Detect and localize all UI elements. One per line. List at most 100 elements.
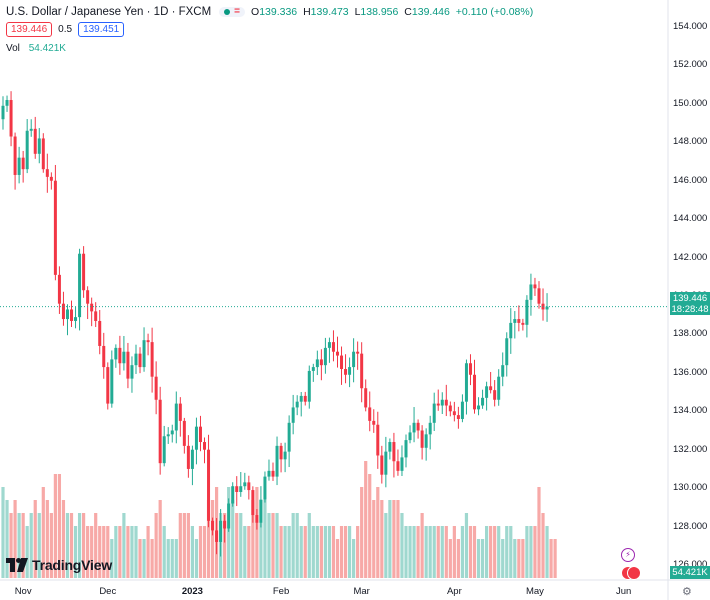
candle-body	[464, 363, 468, 402]
volume-bar	[206, 500, 211, 578]
candle-body	[231, 486, 235, 504]
candle-body	[537, 288, 541, 304]
volume-bar	[339, 526, 344, 578]
volume-bar	[424, 526, 428, 578]
candle-body	[190, 449, 194, 469]
candle-body	[412, 422, 416, 433]
volume-bar	[170, 539, 174, 578]
candle-body	[223, 520, 227, 529]
volume-bar	[347, 526, 352, 578]
symbol-title[interactable]: U.S. Dollar / Japanese Yen · 1D · FXCM	[6, 6, 212, 18]
ohlc-open-key: O	[251, 6, 260, 18]
volume-bar	[521, 539, 525, 578]
candle-body	[545, 306, 549, 310]
candle-body	[154, 376, 158, 400]
volume-bar	[287, 526, 291, 578]
candle-body	[283, 451, 287, 460]
volume-bar	[509, 526, 513, 578]
volume-bar	[154, 513, 158, 578]
candle-body	[122, 351, 126, 364]
equals-icon: =	[234, 6, 241, 17]
candle-body	[400, 457, 404, 471]
candle-body	[497, 376, 501, 400]
candle-body	[295, 401, 299, 408]
market-status[interactable]: =	[219, 6, 246, 17]
volume-bar	[380, 500, 384, 578]
candle-body	[340, 355, 344, 370]
volume-bar	[364, 461, 368, 578]
candle-body	[509, 322, 513, 339]
volume-bar	[106, 526, 110, 578]
candle-body	[194, 426, 198, 450]
volume-bar	[138, 539, 142, 578]
candle-body	[331, 342, 335, 352]
volume-bar	[98, 526, 102, 578]
volume-bar	[134, 526, 138, 578]
candle-body	[207, 449, 211, 521]
volume-bar	[307, 513, 311, 578]
volume-bar	[86, 526, 90, 578]
candle-body	[360, 353, 364, 389]
buy-button[interactable]: 139.451	[78, 22, 125, 37]
candle-body	[118, 347, 122, 364]
candle-body	[247, 482, 251, 491]
events-flag-icon-2[interactable]	[627, 566, 641, 580]
candle-body	[388, 442, 392, 452]
time-tick-label: Nov	[14, 586, 32, 597]
lightning-icon[interactable]: ⚡	[621, 548, 635, 562]
candle-body	[404, 440, 408, 458]
volume-bar	[428, 526, 432, 578]
candle-body	[106, 367, 110, 404]
volume-bar	[396, 500, 400, 578]
ohlc-change: +0.110 (+0.08%)	[455, 6, 534, 18]
candle-body	[86, 290, 90, 304]
market-open-icon	[224, 9, 231, 15]
candle-body	[33, 128, 37, 154]
volume-bar	[412, 526, 416, 578]
price-tick-label: 146.000	[673, 174, 708, 186]
volume-bar	[118, 526, 122, 578]
volume-bar	[392, 500, 396, 578]
candle-body	[150, 342, 154, 377]
candle-body	[468, 363, 472, 375]
volume-bar	[57, 474, 62, 578]
volume-bar	[259, 500, 263, 578]
volume-bar	[122, 513, 126, 578]
volume-bar	[9, 513, 13, 578]
candle-body	[49, 176, 53, 181]
price-tick-label: 134.000	[673, 405, 708, 417]
ohlc-high-key: H	[303, 6, 311, 18]
volume-bar	[61, 500, 66, 578]
time-tick-label: Apr	[446, 586, 462, 597]
tradingview-logo[interactable]: TradingView	[6, 557, 112, 573]
volume-bar	[485, 526, 489, 578]
candle-body	[110, 359, 114, 404]
volume-bar	[29, 513, 33, 578]
candle-body	[396, 461, 400, 471]
price-tick-label: 136.000	[673, 366, 708, 378]
volume-bar	[489, 526, 493, 578]
candle-body	[501, 365, 505, 377]
volume-bar	[360, 487, 364, 578]
candle-body	[90, 303, 94, 312]
volume-bar	[5, 500, 9, 578]
candle-body	[364, 388, 368, 408]
candle-body	[299, 395, 303, 402]
sell-button[interactable]: 139.446	[6, 22, 53, 37]
volume-bar	[384, 513, 388, 578]
candle-body	[352, 351, 356, 368]
candle-body	[448, 405, 452, 412]
candle-body	[307, 370, 311, 402]
volume-bar	[275, 513, 279, 578]
candle-body	[114, 347, 118, 360]
ohlc-high: 139.473	[310, 6, 349, 18]
volume-tag: 54.421K	[670, 566, 710, 579]
candle-body	[102, 345, 106, 368]
candle-body	[481, 397, 485, 406]
volume-bar	[33, 500, 37, 578]
volume-legend[interactable]: Vol 54.421K	[6, 43, 66, 54]
candle-body	[473, 374, 477, 410]
settings-gear-icon[interactable]: ⚙	[682, 586, 692, 598]
price-tick-label: 142.000	[673, 251, 708, 263]
